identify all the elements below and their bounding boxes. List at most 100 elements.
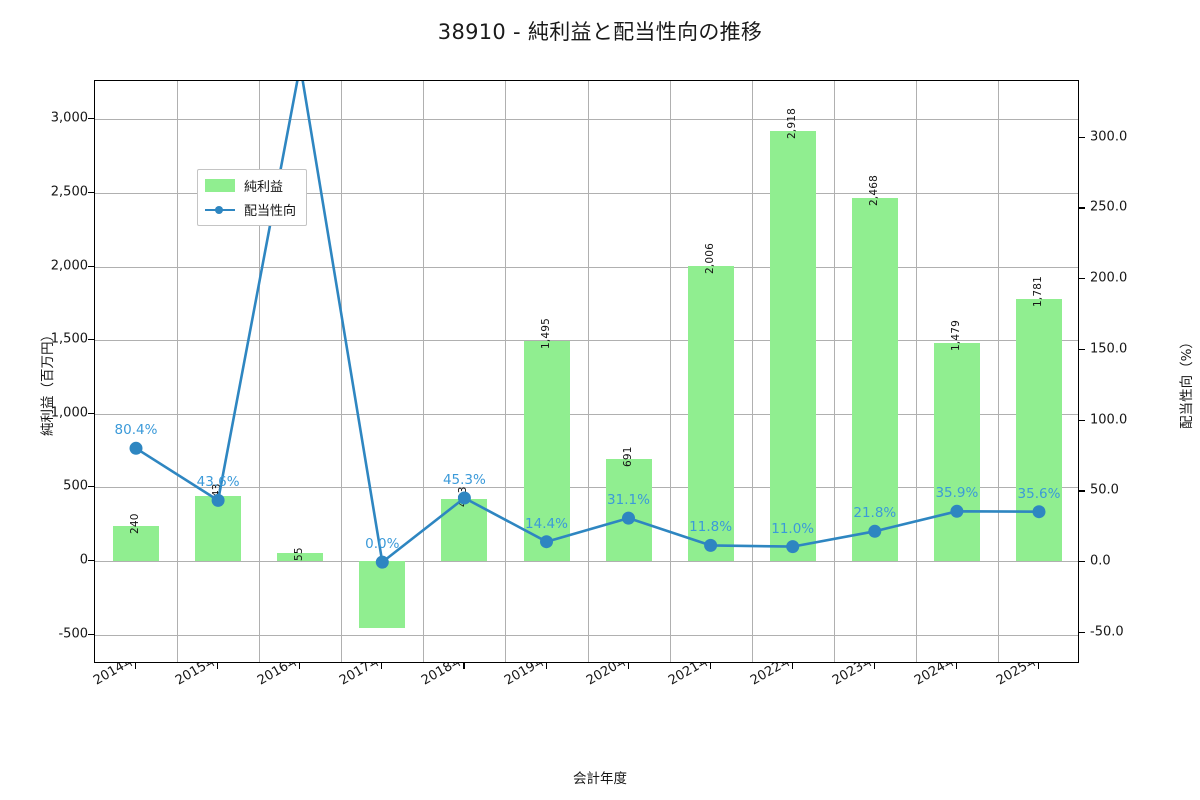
percent-value-label: 31.1%	[607, 492, 650, 509]
bar[interactable]	[359, 560, 406, 628]
y-axis-left-tick-label: 1,000	[50, 405, 88, 421]
x-axis-tickmark	[299, 663, 301, 669]
gridline-vertical-9	[833, 81, 835, 662]
plot-area: 24044355-4544231,4956912,0062,9182,4681,…	[94, 80, 1079, 663]
y-axis-right-tickmark	[1079, 419, 1085, 421]
gridline-vertical-10	[915, 81, 917, 662]
y-axis-left-tick-label: 500	[63, 478, 88, 494]
bar[interactable]	[687, 265, 734, 561]
y-axis-left-tick-label: 2,500	[50, 184, 88, 200]
line-marker-swatch-icon	[205, 203, 235, 216]
bar[interactable]	[1016, 298, 1062, 561]
y-axis-right-tick-label: 300.0	[1090, 129, 1128, 145]
x-axis-label: 会計年度	[573, 771, 627, 787]
bar-value-label: 240	[129, 512, 141, 534]
y-axis-left-tickmark	[88, 412, 94, 414]
bar[interactable]	[605, 459, 652, 561]
x-axis-tickmark	[873, 663, 875, 669]
bar-value-label: 1,495	[539, 317, 552, 349]
page-title: 38910 - 純利益と配当性向の推移	[437, 20, 763, 44]
bar[interactable]	[769, 131, 816, 561]
y-axis-left-tick-label: 3,000	[50, 110, 88, 126]
y-axis-left-tick-label: 0	[79, 552, 88, 568]
gridline-horizontal-5	[95, 266, 1078, 268]
x-axis-tickmark	[627, 663, 629, 669]
x-axis-tickmark	[955, 663, 958, 669]
percent-value-label: 80.4%	[114, 422, 158, 439]
x-axis-tickmark	[381, 663, 383, 669]
gridline-vertical-6	[587, 81, 589, 662]
gridline-horizontal-1	[95, 560, 1078, 562]
gridline-vertical-8	[751, 81, 753, 662]
y-axis-right-tickmark	[1079, 136, 1085, 138]
y-axis-right-tickmark	[1079, 631, 1085, 634]
y-axis-left-tick-label: 1,500	[50, 331, 88, 347]
legend[interactable]: 純利益 配当性向	[197, 169, 308, 226]
y-axis-right-tick-label: 150.0	[1090, 341, 1128, 357]
y-axis-right-tickmark	[1079, 348, 1085, 351]
y-axis-right-tick-label: 100.0	[1090, 412, 1128, 428]
y-axis-left-tickmark	[88, 265, 94, 267]
gridline-horizontal-3	[95, 413, 1078, 415]
y-axis-left-tickmark	[88, 191, 94, 194]
percent-value-label: 43.6%	[196, 474, 240, 491]
gridline-horizontal-4	[95, 340, 1078, 342]
y-axis-right-tick-label: 50.0	[1090, 482, 1119, 498]
percent-value-label: 21.8%	[853, 505, 897, 522]
x-axis-tickmark	[463, 663, 465, 669]
x-axis-tickmark	[1038, 663, 1040, 669]
legend-label-net-income: 純利益	[244, 180, 284, 195]
bar-value-label: 55	[293, 547, 306, 561]
y-axis-left-tick-label: -500	[58, 626, 88, 642]
legend-label-payout-ratio: 配当性向	[244, 204, 297, 219]
bar-value-label: 2,006	[703, 242, 716, 274]
y-axis-right-tickmark	[1079, 207, 1085, 209]
y-axis-right-label: 配当性向（%）	[1179, 335, 1195, 429]
gridline-horizontal-0	[95, 634, 1078, 636]
bar[interactable]	[933, 343, 980, 561]
line-marker[interactable]	[129, 441, 143, 455]
percent-value-label: 35.9%	[935, 485, 979, 502]
legend-item-net-income[interactable]: 純利益	[205, 176, 296, 195]
gridline-horizontal-7	[95, 119, 1078, 121]
bar-value-label: 423	[457, 486, 470, 507]
percent-value-label: 11.8%	[689, 519, 733, 536]
percent-value-label: 0.0%	[365, 536, 400, 553]
y-axis-left-tickmark	[88, 339, 94, 341]
gridline-vertical-3	[341, 81, 343, 662]
legend-item-payout-ratio[interactable]: 配当性向	[205, 200, 296, 219]
gridline-vertical-7	[669, 81, 671, 662]
y-axis-right-tickmark	[1079, 278, 1085, 280]
y-axis-right-tick-label: 0.0	[1090, 553, 1111, 569]
x-axis-tickmark	[135, 663, 137, 669]
percent-value-label: 11.0%	[771, 520, 815, 537]
x-axis-tickmark	[709, 663, 711, 669]
y-axis-right-tick-label: -50.0	[1090, 624, 1124, 640]
gridline-vertical-4	[423, 81, 425, 662]
y-axis-right-tickmark	[1079, 490, 1085, 492]
y-axis-left-tick-label: 2,000	[50, 258, 88, 273]
y-axis-left-tickmark	[88, 486, 94, 488]
percent-value-label: 45.3%	[442, 472, 486, 488]
bar-value-label: 2,468	[867, 174, 880, 206]
percent-value-label: 14.4%	[525, 515, 568, 532]
y-axis-left-tickmark	[88, 633, 94, 635]
bar-swatch-icon	[205, 179, 235, 192]
gridline-vertical-1	[177, 81, 179, 662]
bar-value-label: 691	[621, 446, 634, 468]
x-axis-tickmark	[217, 663, 219, 669]
bar[interactable]	[195, 495, 242, 561]
bar-value-label: 2,918	[785, 108, 798, 140]
bar-value-label: 1,781	[1032, 275, 1044, 307]
y-axis-right-tick-label: 250.0	[1090, 199, 1128, 215]
x-axis-tickmark	[791, 663, 793, 669]
bar-value-label: 1,479	[949, 320, 962, 352]
y-axis-right-tick-label: 200.0	[1090, 270, 1128, 286]
y-axis-left-tickmark	[88, 118, 94, 120]
gridline-vertical-5	[505, 81, 507, 662]
bar[interactable]	[441, 498, 488, 561]
x-axis-tickmark	[545, 663, 547, 669]
percent-value-label: 35.6%	[1017, 485, 1061, 502]
gridline-horizontal-2	[95, 487, 1078, 489]
gridline-vertical-11	[997, 81, 999, 662]
